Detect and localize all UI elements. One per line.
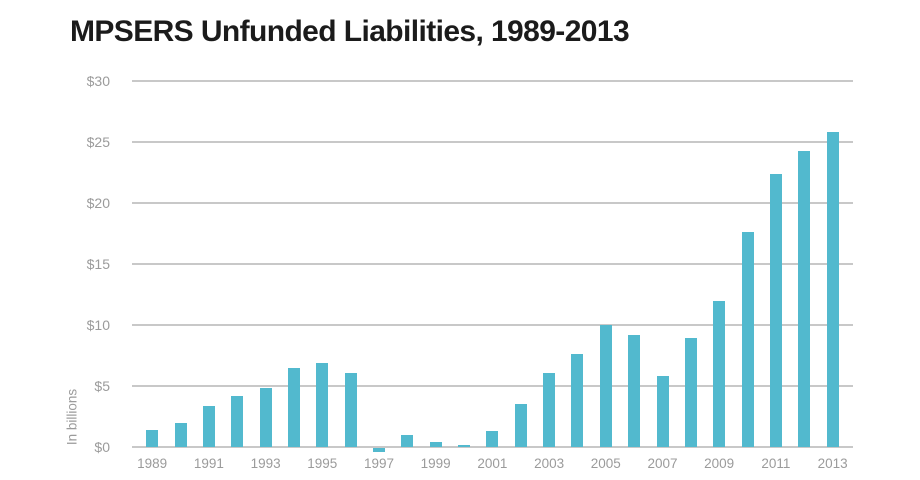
y-tick-label: $5 (94, 378, 110, 394)
x-tick-label: 2005 (590, 456, 621, 471)
bar-2002 (514, 404, 527, 447)
x-tick-label: 2001 (477, 456, 508, 471)
bar-1995 (316, 362, 329, 447)
bar-2005 (599, 325, 612, 447)
y-tick-label: $25 (86, 134, 110, 150)
x-tick-label: 2013 (817, 456, 848, 471)
gridline (132, 263, 853, 265)
bar-1998 (401, 434, 414, 447)
bar-1990 (174, 422, 187, 447)
gridline (132, 141, 853, 143)
x-tick-label: 2007 (647, 456, 678, 471)
bar-2007 (656, 376, 669, 447)
bar-1989 (146, 429, 159, 447)
bar-2011 (769, 173, 782, 447)
gridline (132, 202, 853, 204)
y-tick-label: $0 (94, 439, 110, 455)
x-tick-label: 2009 (704, 456, 735, 471)
bar-2001 (486, 431, 499, 447)
gridline (132, 324, 853, 326)
gridline (132, 385, 853, 387)
bar-1997 (373, 448, 385, 452)
x-tick-label: 1995 (307, 456, 338, 471)
bar-2004 (571, 354, 584, 447)
y-tick-label: $20 (86, 195, 110, 211)
y-tick-label: $15 (86, 256, 110, 272)
bar-2008 (684, 338, 697, 447)
y-tick-label: $10 (86, 317, 110, 333)
y-tick-label: $30 (86, 73, 110, 89)
bar-1999 (429, 442, 442, 447)
bar-1996 (344, 372, 357, 447)
bar-2013 (826, 132, 839, 447)
bar-1992 (231, 395, 244, 447)
bar-1993 (259, 388, 272, 447)
x-tick-label: 1999 (420, 456, 451, 471)
bar-1991 (202, 405, 215, 447)
bar-2009 (713, 300, 726, 447)
bar-2010 (741, 232, 754, 447)
bar-2000 (458, 444, 471, 447)
x-tick-label: 1989 (137, 456, 168, 471)
bar-2012 (798, 150, 811, 447)
y-axis-label: In billions (64, 388, 80, 446)
x-tick-label: 1993 (250, 456, 281, 471)
bar-2003 (543, 372, 556, 447)
gridline (132, 80, 853, 82)
chart-title: MPSERS Unfunded Liabilities, 1989-2013 (70, 15, 630, 48)
bar-1994 (287, 367, 300, 447)
x-tick-label: 2003 (534, 456, 565, 471)
gridline (132, 446, 853, 448)
bar-2006 (628, 334, 641, 447)
x-tick-label: 1997 (363, 456, 395, 471)
x-tick-label: 1991 (193, 456, 224, 471)
x-tick-label: 2011 (761, 456, 791, 471)
